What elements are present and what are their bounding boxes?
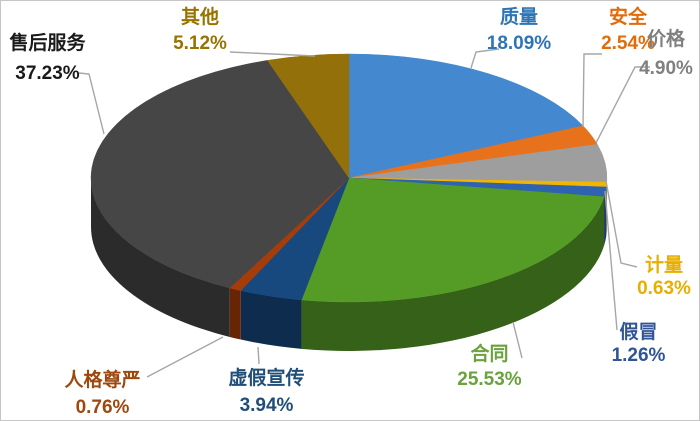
category-percent: 0.63% bbox=[637, 278, 691, 299]
pie-label-safety: 安全 2.54% bbox=[578, 5, 678, 57]
category-percent: 5.12% bbox=[173, 33, 227, 54]
category-name: 合同 bbox=[470, 344, 509, 365]
category-percent: 18.09% bbox=[486, 33, 552, 54]
category-name: 假冒 bbox=[619, 322, 658, 343]
category-percent: 1.26% bbox=[611, 345, 666, 366]
leader-line-false-advertising bbox=[257, 346, 260, 365]
pie-label-after-sales-service: 售后服务 37.23% bbox=[1, 29, 94, 89]
category-percent: 25.53% bbox=[457, 369, 522, 390]
category-percent: 4.90% bbox=[639, 58, 693, 79]
category-percent: 2.54% bbox=[601, 33, 655, 54]
pie-slice-side-personal-dignity bbox=[229, 287, 241, 340]
leader-line-counterfeit bbox=[604, 190, 618, 331]
pie-label-other: 其他 5.12% bbox=[154, 5, 246, 57]
category-name: 价格 bbox=[646, 29, 685, 50]
pie-label-counterfeit: 假冒 1.26% bbox=[591, 321, 686, 367]
leader-line-quality bbox=[470, 48, 500, 69]
pie-slice-contract bbox=[301, 177, 605, 303]
leader-line-contract bbox=[512, 321, 523, 359]
leader-line-price bbox=[595, 66, 650, 144]
pie-slice-after-sales-service bbox=[90, 60, 350, 289]
pie-slice-quality bbox=[348, 53, 584, 179]
pie-label-quality: 质量 18.09% bbox=[469, 5, 569, 57]
pie-label-personal-dignity: 人格尊严 0.76% bbox=[54, 367, 151, 420]
pie-slice-side-false-advertising bbox=[240, 290, 302, 349]
category-name: 虚假宣传 bbox=[228, 368, 305, 389]
leader-line-measurement bbox=[605, 180, 638, 268]
category-name: 质量 bbox=[499, 7, 538, 28]
category-percent: 0.76% bbox=[75, 397, 130, 418]
category-name: 其他 bbox=[180, 7, 219, 28]
leader-line-personal-dignity bbox=[146, 336, 224, 378]
pie-label-measurement: 计量 0.63% bbox=[614, 254, 699, 300]
pie-label-contract: 合同 25.53% bbox=[442, 342, 537, 392]
leader-line-after-sales-service bbox=[78, 72, 105, 135]
pie-slice-side-contract bbox=[301, 196, 605, 351]
leader-line-safety bbox=[582, 53, 602, 128]
category-name: 安全 bbox=[608, 7, 647, 28]
category-name: 人格尊严 bbox=[64, 370, 141, 391]
pie-label-false-advertising: 虚假宣传 3.94% bbox=[218, 365, 315, 419]
pie-slice-side-after-sales-service bbox=[91, 178, 230, 337]
category-name: 售后服务 bbox=[9, 33, 86, 54]
category-name: 计量 bbox=[644, 255, 683, 276]
leader-line-other bbox=[229, 51, 316, 57]
category-percent: 37.23% bbox=[15, 63, 80, 84]
pie-label-price: 价格 4.90% bbox=[631, 25, 699, 83]
category-percent: 3.94% bbox=[239, 395, 294, 416]
